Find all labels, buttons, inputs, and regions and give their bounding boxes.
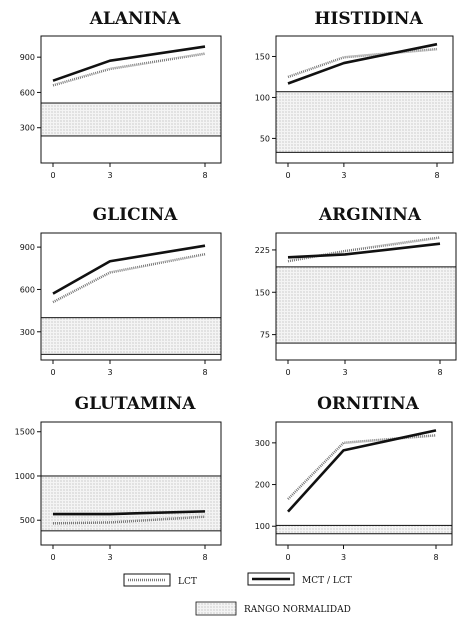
plot-frame bbox=[40, 232, 222, 361]
y-tick-label: 1500 bbox=[15, 428, 35, 437]
plot-frame bbox=[275, 421, 453, 546]
y-tick-label: 900 bbox=[20, 53, 35, 62]
series-line-mct-lct bbox=[52, 244, 206, 295]
legend-item-mct-lct: MCT / LCT bbox=[247, 572, 352, 586]
x-tick-label: 3 bbox=[107, 171, 112, 180]
y-tick-label: 50 bbox=[260, 134, 270, 143]
panel-title-ornitina: ORNITINA bbox=[317, 394, 420, 414]
plot-frame bbox=[275, 232, 457, 361]
panel-ornitina: ORNITINA 100 200 300 0 3 8 bbox=[255, 394, 453, 562]
x-tick-label: 0 bbox=[50, 553, 55, 562]
x-tick-label: 0 bbox=[285, 553, 290, 562]
y-tick-label: 200 bbox=[255, 481, 270, 490]
normal-range-band bbox=[275, 524, 453, 535]
x-tick-label: 8 bbox=[437, 368, 442, 377]
series-line-mct-lct bbox=[53, 510, 206, 516]
y-tick-label: 900 bbox=[20, 243, 35, 252]
y-tick-label: 600 bbox=[20, 285, 35, 294]
panel-title-glicina: GLICINA bbox=[93, 205, 178, 225]
legend-label-lct: LCT bbox=[178, 577, 197, 587]
panel-arginina: ARGININA 75 150 225 0 3 8 bbox=[255, 205, 457, 377]
y-tick-label: 100 bbox=[255, 522, 270, 531]
legend: LCT MCT / LCT RANGO NORMALIDAD bbox=[123, 572, 352, 616]
series-line-lct bbox=[287, 47, 438, 79]
normal-range-band bbox=[275, 91, 454, 153]
panel-glicina: GLICINA 300 600 900 0 3 8 bbox=[20, 205, 222, 377]
x-tick-label: 0 bbox=[285, 171, 290, 180]
y-tick-label: 100 bbox=[255, 93, 270, 102]
series-line-lct bbox=[52, 515, 206, 525]
normal-range-band bbox=[40, 102, 222, 137]
panel-title-alanina: ALANINA bbox=[89, 9, 181, 29]
x-tick-label: 3 bbox=[341, 171, 346, 180]
panel-histidina: HISTIDINA 50 100 150 0 3 8 bbox=[255, 9, 454, 180]
y-tick-label: 1000 bbox=[15, 472, 35, 481]
y-tick-label: 75 bbox=[260, 331, 270, 340]
x-tick-label: 0 bbox=[50, 368, 55, 377]
x-tick-label: 8 bbox=[202, 171, 207, 180]
y-tick-label: 150 bbox=[255, 288, 270, 297]
x-tick-label: 8 bbox=[202, 553, 207, 562]
x-tick-label: 3 bbox=[342, 368, 347, 377]
panel-title-arginina: ARGININA bbox=[318, 205, 422, 225]
series-line-mct-lct bbox=[52, 45, 206, 82]
y-tick-label: 600 bbox=[20, 88, 35, 97]
normal-range-band bbox=[275, 266, 457, 344]
y-tick-label: 500 bbox=[20, 516, 35, 525]
x-tick-label: 8 bbox=[202, 368, 207, 377]
x-tick-label: 8 bbox=[434, 171, 439, 180]
panel-title-glutamina: GLUTAMINA bbox=[75, 394, 197, 414]
legend-label-normal-range: RANGO NORMALIDAD bbox=[244, 605, 351, 615]
panel-title-histidina: HISTIDINA bbox=[314, 9, 423, 29]
x-tick-label: 0 bbox=[285, 368, 290, 377]
y-tick-label: 300 bbox=[255, 439, 270, 448]
legend-label-mct-lct: MCT / LCT bbox=[302, 576, 352, 586]
plot-frame bbox=[275, 35, 454, 164]
series-line-mct-lct bbox=[287, 429, 437, 513]
legend-item-normal-range: RANGO NORMALIDAD bbox=[195, 601, 351, 616]
legend-item-lct: LCT bbox=[123, 573, 197, 587]
plot-frame bbox=[40, 35, 222, 164]
series-line-mct-lct bbox=[287, 242, 441, 259]
y-tick-label: 300 bbox=[20, 328, 35, 337]
x-tick-label: 3 bbox=[107, 368, 112, 377]
plot-frame bbox=[40, 421, 222, 546]
panel-alanina: ALANINA 300 600 900 0 3 8 bbox=[20, 9, 222, 180]
y-tick-label: 300 bbox=[20, 124, 35, 133]
series-line-lct bbox=[287, 434, 437, 501]
x-tick-label: 3 bbox=[107, 553, 112, 562]
series-line-lct bbox=[287, 236, 441, 263]
series-line-lct bbox=[52, 252, 206, 304]
x-tick-label: 8 bbox=[433, 553, 438, 562]
normal-range-band bbox=[40, 317, 222, 355]
panel-glutamina: GLUTAMINA 500 1000 1500 0 3 8 bbox=[15, 394, 222, 562]
y-tick-label: 150 bbox=[255, 52, 270, 61]
x-tick-label: 3 bbox=[341, 553, 346, 562]
x-tick-label: 0 bbox=[50, 171, 55, 180]
series-line-mct-lct bbox=[287, 42, 438, 85]
normal-range-band bbox=[40, 475, 222, 532]
legend-box-normal-range bbox=[195, 601, 237, 616]
y-tick-label: 225 bbox=[255, 246, 270, 255]
